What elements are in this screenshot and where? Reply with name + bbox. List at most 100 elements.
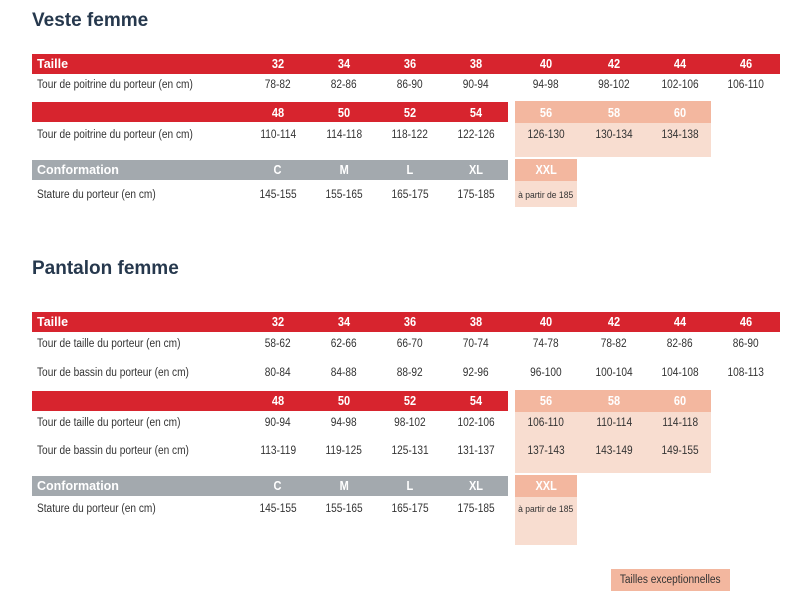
pantalon-taille-header-row: Taille 32 34 36 38 40 42 44 46 [0, 311, 800, 333]
size-header-cell: 32 [271, 57, 285, 71]
size-header-cell: XL [468, 479, 484, 493]
veste-taille-header-row-2: 48 50 52 54 56 58 60 [0, 102, 800, 124]
size-header-cell: 52 [403, 394, 417, 408]
pantalon-bassin-row: Tour de bassin du porteur (en cm) 80-84 84… [0, 362, 800, 384]
row-label: Tour de taille du porteur (en cm) [37, 338, 181, 350]
veste-conformation-header-row: Conformation C M L XL XXL [0, 159, 800, 181]
measure-cell: 102-106 [457, 417, 495, 429]
measure-cell: 175-185 [457, 503, 495, 515]
size-header-cell: 48 [271, 106, 285, 120]
size-header-cell: 44 [673, 315, 687, 329]
measure-cell: 106-110 [527, 417, 565, 429]
measure-cell: 113-119 [260, 445, 296, 457]
veste-taille-header-row: Taille 32 34 36 38 40 42 44 46 [0, 53, 800, 75]
measure-cell: à partir de 185 [518, 504, 574, 515]
measure-cell: 122-126 [457, 129, 495, 141]
pantalon-exceptional-header [515, 390, 711, 412]
pantalon-xxl-header [515, 475, 577, 497]
measure-cell: 118-122 [391, 129, 429, 141]
size-header-cell: 38 [469, 315, 483, 329]
measure-cell: 110-114 [596, 417, 632, 429]
measure-cell: 131-137 [457, 445, 495, 457]
measure-cell: 80-84 [265, 367, 291, 379]
row-label: Tour de taille du porteur (en cm) [37, 417, 181, 429]
measure-cell: 78-82 [265, 79, 291, 91]
measure-cell: 114-118 [662, 417, 698, 429]
measure-cell: à partir de 185 [518, 190, 574, 201]
size-header-cell: 54 [469, 394, 483, 408]
measure-cell: 106-110 [727, 79, 765, 91]
size-header-cell: 54 [469, 106, 483, 120]
measure-cell: 94-98 [533, 79, 559, 91]
veste-xxl-header [515, 159, 577, 181]
size-header-cell: 46 [739, 57, 753, 71]
size-header-cell: 46 [739, 315, 753, 329]
size-header-cell: 36 [403, 57, 417, 71]
measure-cell: 125-131 [391, 445, 429, 457]
size-header-cell: 34 [337, 57, 351, 71]
veste-poitrine-row: Tour de poitrine du porteur (en cm) 78-82… [0, 74, 800, 96]
row-label: Tour de bassin du porteur (en cm) [37, 367, 189, 379]
size-header-cell: 60 [673, 106, 687, 120]
size-header-cell: L [406, 479, 414, 493]
size-header-cell: 42 [607, 57, 621, 71]
size-header-cell: L [406, 163, 414, 177]
size-header-cell: 38 [469, 57, 483, 71]
row-label: Stature du porteur (en cm) [37, 189, 156, 201]
size-header-cell: 48 [271, 394, 285, 408]
veste-conformation-header-bar [32, 160, 508, 180]
size-header-cell: 42 [607, 315, 621, 329]
measure-cell: 114-118 [326, 129, 362, 141]
measure-cell: 100-104 [595, 367, 633, 379]
size-header-cell: XL [468, 163, 484, 177]
header-label: Conformation [37, 479, 119, 493]
size-header-cell: 50 [337, 394, 351, 408]
measure-cell: 82-86 [667, 338, 693, 350]
measure-cell: 119-125 [325, 445, 363, 457]
veste-stature-row: Stature du porteur (en cm) 145-155 155-165… [0, 184, 800, 206]
measure-cell: 102-106 [661, 79, 699, 91]
measure-cell: 82-86 [331, 79, 357, 91]
pantalon-taille-row: Tour de taille du porteur (en cm) 58-62 62… [0, 333, 800, 355]
pantalon-bassin-row-2: Tour de bassin du porteur (en cm) 113-119… [0, 440, 800, 462]
size-header-cell: 50 [337, 106, 351, 120]
measure-cell: 96-100 [530, 367, 562, 379]
measure-cell: 175-185 [457, 189, 495, 201]
size-header-cell: M [339, 479, 349, 493]
measure-cell: 143-149 [595, 445, 633, 457]
measure-cell: 145-155 [259, 189, 297, 201]
row-label: Tour de poitrine du porteur (en cm) [37, 129, 193, 141]
measure-cell: 88-92 [397, 367, 423, 379]
measure-cell: 155-165 [325, 189, 363, 201]
size-header-cell: 52 [403, 106, 417, 120]
measure-cell: 86-90 [733, 338, 759, 350]
veste-taille-header-bar [32, 54, 780, 74]
row-label: Tour de poitrine du porteur (en cm) [37, 79, 193, 91]
measure-cell: 58-62 [265, 338, 291, 350]
size-header-cell: C [274, 163, 282, 177]
size-header-cell: 58 [607, 106, 621, 120]
pantalon-taille-header-row-2: 48 50 52 54 56 58 60 [0, 390, 800, 412]
header-label: Conformation [37, 163, 119, 177]
measure-cell: 98-102 [394, 417, 426, 429]
row-label: Tour de bassin du porteur (en cm) [37, 445, 189, 457]
measure-cell: 90-94 [265, 417, 291, 429]
measure-cell: 137-143 [527, 445, 565, 457]
size-header-cell: 60 [673, 394, 687, 408]
measure-cell: 108-113 [727, 367, 765, 379]
measure-cell: 66-70 [397, 338, 423, 350]
measure-cell: 130-134 [595, 129, 633, 141]
pantalon-conformation-header-row: Conformation C M L XL XXL [0, 475, 800, 497]
measure-cell: 149-155 [661, 445, 699, 457]
measure-cell: 145-155 [259, 503, 297, 515]
pantalon-conformation-header-bar [32, 476, 508, 496]
size-header-cell: M [339, 163, 349, 177]
size-header-cell: 40 [539, 57, 553, 71]
measure-cell: 155-165 [325, 503, 363, 515]
size-header-cell: 34 [337, 315, 351, 329]
size-header-cell: 56 [539, 394, 553, 408]
measure-cell: 134-138 [661, 129, 699, 141]
measure-cell: 165-175 [391, 189, 429, 201]
size-header-cell: C [274, 479, 282, 493]
size-header-cell: 58 [607, 394, 621, 408]
